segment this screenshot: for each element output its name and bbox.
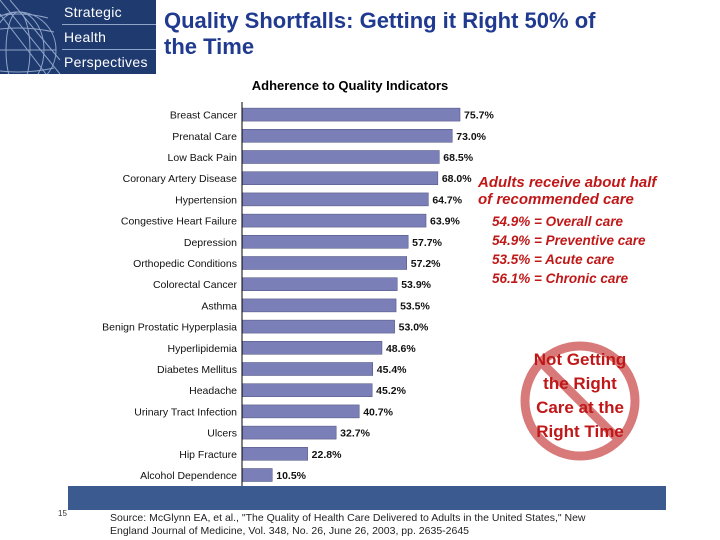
category-label: Hyperlipidemia bbox=[168, 343, 238, 355]
category-label: Headache bbox=[189, 385, 237, 397]
value-label: 10.5% bbox=[276, 470, 306, 482]
no-sign-line-4: Right Time bbox=[536, 422, 624, 441]
value-label: 32.7% bbox=[340, 428, 370, 440]
category-label: Breast Cancer bbox=[170, 110, 238, 122]
no-sign-line-3: Care at the bbox=[536, 398, 624, 417]
category-label: Depression bbox=[184, 237, 237, 249]
value-label: 57.7% bbox=[412, 237, 442, 249]
stat-preventive: 54.9% = Preventive care bbox=[492, 233, 646, 248]
prohibition-icon bbox=[520, 341, 640, 461]
logo: Strategic Health Perspectives bbox=[0, 0, 156, 74]
value-label: 75.7% bbox=[464, 110, 494, 122]
bar bbox=[241, 298, 397, 313]
source-line-1: Source: McGlynn EA, et al., "The Quality… bbox=[110, 512, 586, 524]
value-label: 57.2% bbox=[411, 258, 441, 270]
bar bbox=[241, 277, 398, 291]
bar bbox=[241, 235, 409, 249]
bar bbox=[241, 107, 461, 122]
value-label: 68.5% bbox=[443, 152, 473, 164]
no-sign-line-2: the Right bbox=[543, 374, 617, 393]
logo-line-3: Perspectives bbox=[64, 54, 148, 70]
category-label: Alcohol Dependence bbox=[140, 470, 237, 482]
no-sign-text: Not Getting the Right Care at the Right … bbox=[506, 348, 654, 444]
category-label: Congestive Heart Failure bbox=[121, 216, 237, 228]
value-label: 53.9% bbox=[401, 279, 431, 291]
value-label: 22.8% bbox=[312, 449, 342, 461]
bar bbox=[241, 256, 407, 270]
category-label: Ulcers bbox=[207, 428, 237, 440]
value-label: 45.4% bbox=[377, 364, 407, 376]
value-label: 73.0% bbox=[456, 131, 486, 143]
stat-acute: 53.5% = Acute care bbox=[492, 252, 615, 267]
value-label: 40.7% bbox=[363, 406, 393, 418]
bar bbox=[241, 404, 360, 419]
footer-bar bbox=[68, 486, 666, 510]
category-label: Orthopedic Conditions bbox=[133, 258, 237, 270]
bar bbox=[241, 319, 395, 334]
category-label: Hip Fracture bbox=[179, 449, 237, 461]
bar bbox=[241, 468, 273, 482]
bar bbox=[241, 129, 453, 143]
stat-overall: 54.9% = Overall care bbox=[492, 214, 623, 229]
category-label: Benign Prostatic Hyperplasia bbox=[102, 322, 237, 334]
value-label: 64.7% bbox=[432, 194, 462, 206]
category-label: Coronary Artery Disease bbox=[123, 173, 238, 185]
category-label: Hypertension bbox=[175, 194, 237, 206]
bar bbox=[241, 213, 427, 228]
bar bbox=[241, 171, 439, 185]
globe-icon bbox=[0, 0, 61, 74]
slide-title: Quality Shortfalls: Getting it Right 50%… bbox=[164, 8, 704, 60]
bar bbox=[241, 383, 373, 397]
value-label: 63.9% bbox=[430, 216, 460, 228]
category-label: Urinary Tract Infection bbox=[134, 406, 237, 418]
bar bbox=[241, 425, 337, 440]
page-number: 15 bbox=[58, 509, 67, 518]
value-label: 45.2% bbox=[376, 385, 406, 397]
bar bbox=[241, 150, 440, 164]
bar bbox=[241, 447, 308, 461]
logo-divider bbox=[62, 24, 156, 25]
source-citation: Source: McGlynn EA, et al., "The Quality… bbox=[110, 512, 710, 538]
category-label: Low Back Pain bbox=[168, 152, 238, 164]
callout-heading-line-1: Adults receive about half bbox=[478, 174, 657, 191]
value-label: 53.5% bbox=[400, 300, 430, 312]
category-label: Asthma bbox=[201, 300, 237, 312]
value-label: 68.0% bbox=[442, 173, 472, 185]
value-label: 53.0% bbox=[399, 322, 429, 334]
category-label: Diabetes Mellitus bbox=[157, 364, 237, 376]
logo-line-2: Health bbox=[64, 29, 107, 45]
logo-line-1: Strategic bbox=[64, 4, 122, 20]
title-line-2: the Time bbox=[164, 34, 255, 59]
source-line-2: England Journal of Medicine, Vol. 348, N… bbox=[110, 525, 470, 537]
bar bbox=[241, 192, 429, 207]
bar bbox=[241, 341, 383, 355]
logo-divider bbox=[62, 49, 156, 50]
bar bbox=[241, 362, 374, 376]
no-sign-line-1: Not Getting bbox=[533, 350, 627, 369]
title-line-1: Quality Shortfalls: Getting it Right 50%… bbox=[164, 8, 596, 33]
category-label: Colorectal Cancer bbox=[153, 279, 238, 291]
stat-chronic: 56.1% = Chronic care bbox=[492, 271, 629, 286]
chart-title: Adherence to Quality Indicators bbox=[252, 78, 449, 93]
category-label: Prenatal Care bbox=[172, 131, 237, 143]
callout-heading-line-2: of recommended care bbox=[478, 191, 634, 208]
value-label: 48.6% bbox=[386, 343, 416, 355]
callout-heading: Adults receive about half of recommended… bbox=[478, 174, 656, 208]
